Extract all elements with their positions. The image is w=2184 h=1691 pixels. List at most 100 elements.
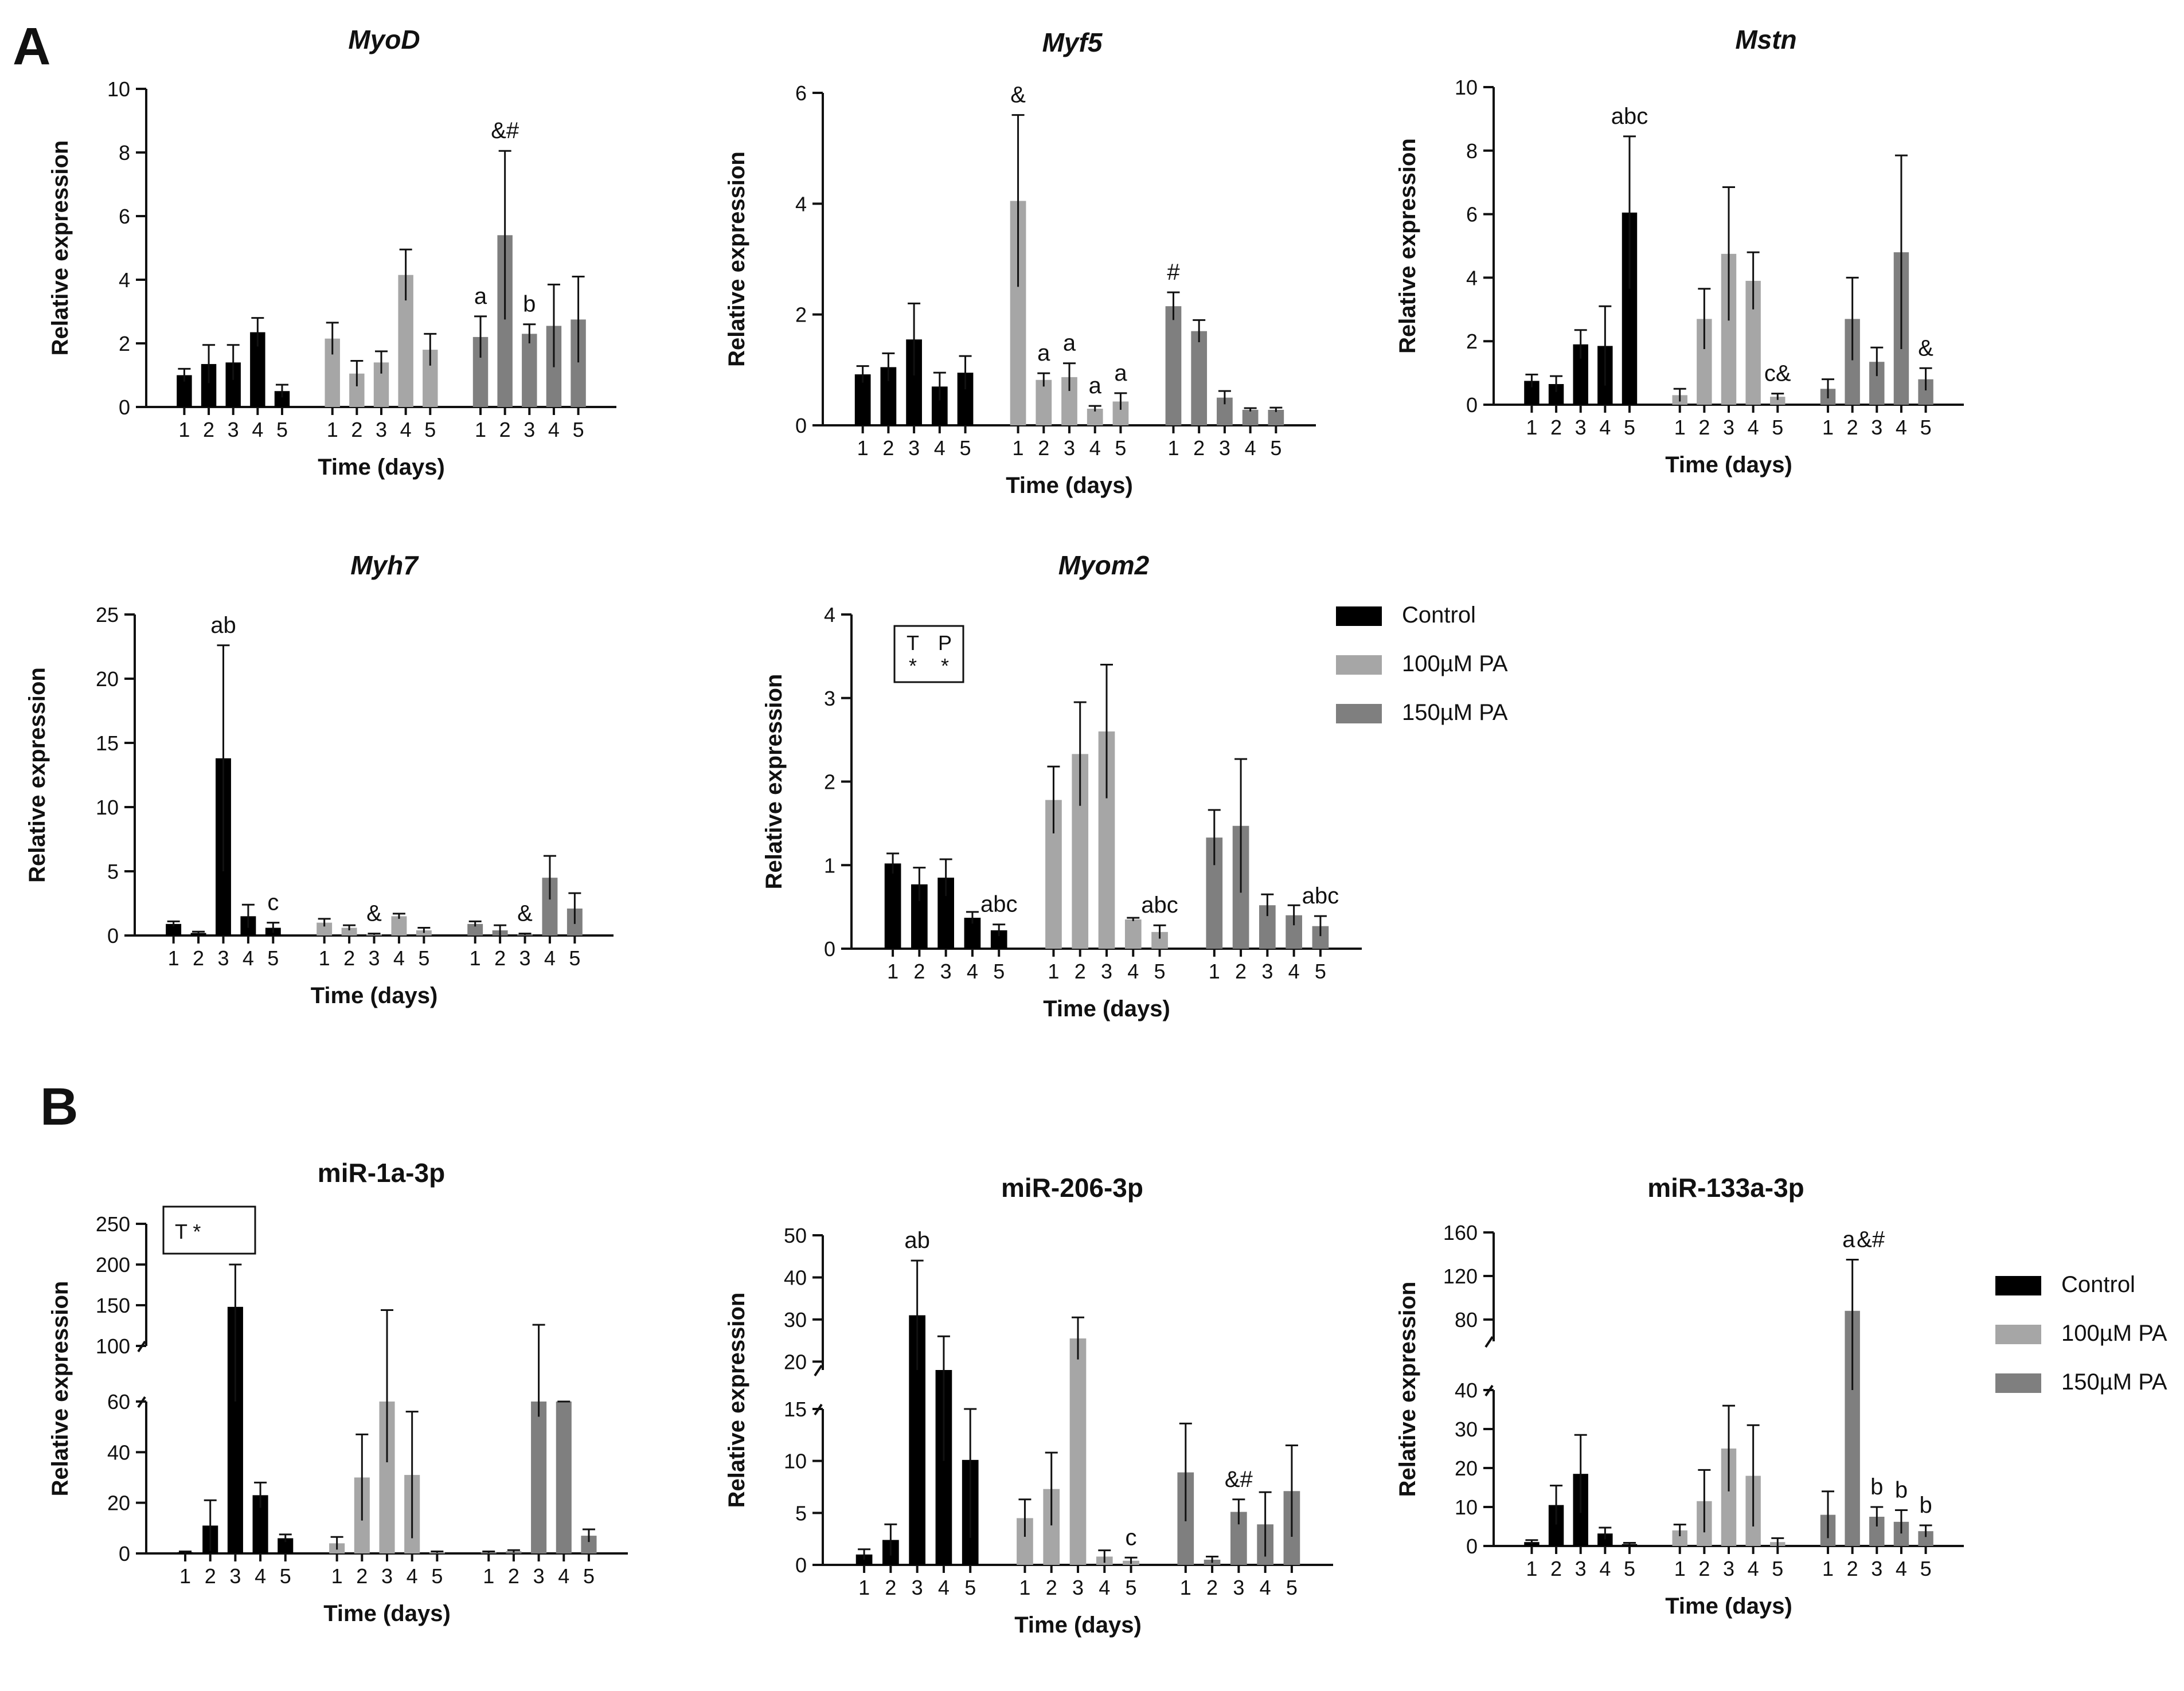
y-axis-label: Relative expression bbox=[724, 151, 749, 367]
legend-swatch bbox=[1336, 655, 1382, 675]
y-tick-label: 60 bbox=[107, 1390, 130, 1414]
x-tick-label: 5 bbox=[1115, 436, 1126, 460]
x-axis-label: Time (days) bbox=[323, 1601, 451, 1626]
x-tick-label: 5 bbox=[1772, 416, 1783, 439]
x-tick-label: 5 bbox=[1920, 1557, 1932, 1580]
x-tick-label: 1 bbox=[470, 946, 481, 970]
x-tick-label: 4 bbox=[1260, 1576, 1271, 1599]
x-tick-label: 4 bbox=[393, 946, 405, 970]
x-tick-label: 5 bbox=[1286, 1576, 1298, 1599]
x-tick-label: 5 bbox=[431, 1564, 443, 1588]
y-tick-label: 8 bbox=[1466, 139, 1478, 163]
x-tick-label: 3 bbox=[912, 1576, 923, 1599]
stats-box-text: P bbox=[938, 631, 952, 655]
significance-label: abc bbox=[980, 892, 1018, 917]
x-axis-label: Time (days) bbox=[1043, 996, 1170, 1021]
significance-label: & bbox=[1010, 83, 1026, 108]
y-tick-label: 40 bbox=[784, 1266, 807, 1289]
x-tick-label: 2 bbox=[205, 1564, 216, 1588]
chart-title: Myh7 bbox=[350, 550, 419, 580]
y-tick-label: 25 bbox=[96, 603, 119, 627]
bar-100MPA-day3 bbox=[1069, 1338, 1087, 1565]
legend-swatch bbox=[1995, 1325, 2041, 1344]
y-tick-label: 80 bbox=[1455, 1308, 1478, 1332]
y-tick-label: 5 bbox=[107, 860, 119, 883]
y-axis-label: Relative expression bbox=[48, 1281, 73, 1497]
x-axis-label: Time (days) bbox=[318, 455, 445, 480]
x-tick-label: 4 bbox=[544, 946, 556, 970]
significance-label: a bbox=[1842, 1227, 1855, 1252]
legend-panel-a: Control 100µM PA 150µM PA bbox=[1336, 602, 1508, 725]
x-tick-label: 3 bbox=[1871, 1557, 1882, 1580]
x-tick-label: 4 bbox=[407, 1564, 418, 1588]
x-axis-label: Time (days) bbox=[1014, 1612, 1142, 1638]
y-tick-label: 15 bbox=[784, 1398, 807, 1421]
legend-swatch bbox=[1336, 704, 1382, 723]
bar-150MPA-day5 bbox=[1268, 409, 1284, 425]
x-tick-label: 1 bbox=[319, 946, 330, 970]
x-tick-label: 1 bbox=[327, 418, 338, 441]
bar-Control-day1 bbox=[854, 374, 871, 425]
chart-mir133: miR-133a-3p Relative expression 0 10 20 30 40 8… bbox=[1395, 1173, 1964, 1619]
y-tick-label: 0 bbox=[107, 924, 119, 948]
x-tick-label: 3 bbox=[1064, 436, 1075, 460]
significance-label: b bbox=[1919, 1493, 1932, 1518]
x-tick-label: 2 bbox=[193, 946, 204, 970]
x-tick-label: 5 bbox=[1624, 1557, 1635, 1580]
y-tick-label: 10 bbox=[1455, 76, 1478, 99]
x-tick-label: 2 bbox=[913, 960, 925, 983]
y-tick-label: 4 bbox=[824, 603, 835, 627]
x-axis-label: Time (days) bbox=[1665, 452, 1792, 477]
y-tick-label: 15 bbox=[96, 731, 119, 755]
y-tick-label: 20 bbox=[96, 667, 119, 691]
y-tick-label: 50 bbox=[784, 1224, 807, 1247]
x-tick-label: 4 bbox=[1288, 960, 1300, 983]
x-tick-label: 1 bbox=[475, 418, 486, 441]
y-tick-label: 10 bbox=[96, 796, 119, 819]
x-tick-label: 1 bbox=[887, 960, 898, 983]
y-tick-label: 0 bbox=[1466, 393, 1478, 417]
y-axis-label: Relative expression bbox=[724, 1293, 749, 1508]
x-tick-label: 4 bbox=[1089, 436, 1101, 460]
panel-b-label: B bbox=[40, 1078, 78, 1136]
y-tick-label: 10 bbox=[784, 1450, 807, 1473]
x-tick-label: 5 bbox=[276, 418, 288, 441]
significance-label: c& bbox=[1764, 361, 1791, 386]
x-tick-label: 4 bbox=[558, 1564, 569, 1588]
x-tick-label: 5 bbox=[418, 946, 429, 970]
y-tick-label: 250 bbox=[96, 1212, 130, 1236]
significance-label: c bbox=[1126, 1525, 1137, 1550]
significance-label: a bbox=[474, 284, 487, 309]
legend-label: 150µM PA bbox=[2061, 1369, 2167, 1395]
x-tick-label: 3 bbox=[1101, 960, 1112, 983]
y-tick-label: 3 bbox=[824, 687, 835, 710]
y-tick-label: 1 bbox=[824, 854, 835, 877]
x-tick-label: 3 bbox=[533, 1564, 545, 1588]
x-tick-label: 1 bbox=[858, 1576, 870, 1599]
y-tick-label: 200 bbox=[96, 1253, 130, 1277]
x-tick-label: 4 bbox=[1896, 416, 1907, 439]
x-tick-label: 2 bbox=[356, 1564, 368, 1588]
x-tick-label: 4 bbox=[1748, 416, 1759, 439]
x-tick-label: 5 bbox=[1154, 960, 1166, 983]
chart-title: Myom2 bbox=[1058, 550, 1150, 580]
legend-swatch bbox=[1336, 606, 1382, 626]
y-tick-label: 4 bbox=[795, 192, 807, 216]
x-tick-label: 5 bbox=[1270, 436, 1282, 460]
legend-label: 100µM PA bbox=[2061, 1321, 2167, 1346]
bar-150MPA-day3 bbox=[522, 334, 537, 407]
y-axis-label: Relative expression bbox=[761, 674, 787, 890]
y-tick-label: 20 bbox=[784, 1350, 807, 1373]
x-tick-label: 4 bbox=[1127, 960, 1139, 983]
x-tick-label: 3 bbox=[1723, 1557, 1734, 1580]
x-tick-label: 1 bbox=[1048, 960, 1059, 983]
x-axis-label: Time (days) bbox=[311, 983, 438, 1008]
x-tick-label: 5 bbox=[1920, 416, 1932, 439]
bar-150MPA-day1 bbox=[467, 923, 483, 935]
y-tick-label: 120 bbox=[1443, 1265, 1478, 1288]
bar-Control-day4 bbox=[1597, 1533, 1613, 1546]
